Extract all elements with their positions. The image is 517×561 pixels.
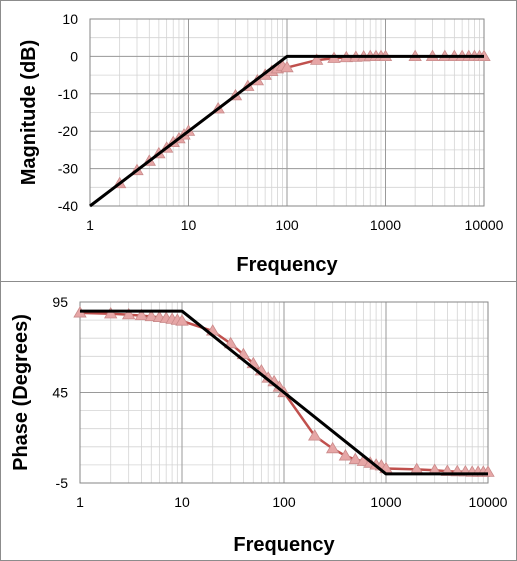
magnitude-y-tick-label: -20 [58, 123, 78, 139]
magnitude-y-tick-label: 10 [62, 11, 78, 27]
magnitude-x-tick-label: 10 [181, 217, 197, 233]
phase-y-axis-title: Phase (Degrees) [10, 314, 32, 471]
phase-y-tick-label: 45 [52, 385, 68, 401]
magnitude-chart: 1 10 100 1000 10000100-10-20-30-40FrequencyM… [18, 11, 504, 276]
magnitude-asymptote-line [89, 54, 484, 208]
magnitude-data-point [280, 60, 294, 73]
phase-data-point [223, 336, 238, 349]
magnitude-data-point [309, 53, 324, 65]
phase-data-point [144, 309, 158, 322]
magnitude-y-tick-label: -40 [58, 198, 78, 214]
phase-x-tick-label: 10000 [469, 494, 508, 510]
phase-x-tick-label: 10 [174, 494, 190, 510]
magnitude-x-tick-label: 100 [275, 217, 299, 233]
magnitude-x-tick-label: 10000 [465, 217, 504, 233]
magnitude-plot-frame [89, 18, 485, 207]
magnitude-x-tick-label: 1000 [370, 217, 401, 233]
phase-x-axis-title: Frequency [233, 534, 335, 556]
phase-x-tick-label: 1 [76, 494, 84, 510]
magnitude-y-tick-label: 0 [70, 48, 78, 64]
phase-data-point [175, 314, 189, 326]
phase-data-point [308, 429, 322, 441]
magnitude-y-tick-label: -30 [58, 161, 78, 177]
phase-x-tick-label: 1000 [370, 494, 401, 510]
phase-x-tick-label: 100 [272, 494, 296, 510]
phase-data-point [325, 441, 340, 454]
magnitude-x-tick-label: 1 [86, 217, 94, 233]
phase-data-point [121, 307, 136, 320]
phase-chart-panel: 1 10 100 1000 10000 95 45 -5 Frequency Phase (Deg… [0, 281, 517, 561]
phase-data-point [104, 306, 118, 319]
magnitude-y-axis-title: Magnitude (dB) [18, 40, 40, 186]
phase-y-tick-label: -5 [56, 475, 69, 491]
phase-data-point [134, 308, 149, 321]
phase-plot-frame [79, 301, 489, 484]
phase-chart: 1 10 100 1000 10000 95 45 -5 Frequency Phase (Deg… [10, 294, 508, 556]
phase-data-point [348, 452, 362, 465]
phase-y-tick-label: 95 [52, 294, 68, 310]
magnitude-y-tick-label: -10 [58, 86, 78, 102]
phase-asymptote-line [80, 309, 488, 476]
phase-data-point [338, 449, 353, 461]
magnitude-x-axis-title: Frequency [236, 254, 338, 276]
magnitude-chart-panel: 1 10 100 1000 10000 10 0 -10 -20 -30 -40 Frequency M… [0, 0, 517, 282]
